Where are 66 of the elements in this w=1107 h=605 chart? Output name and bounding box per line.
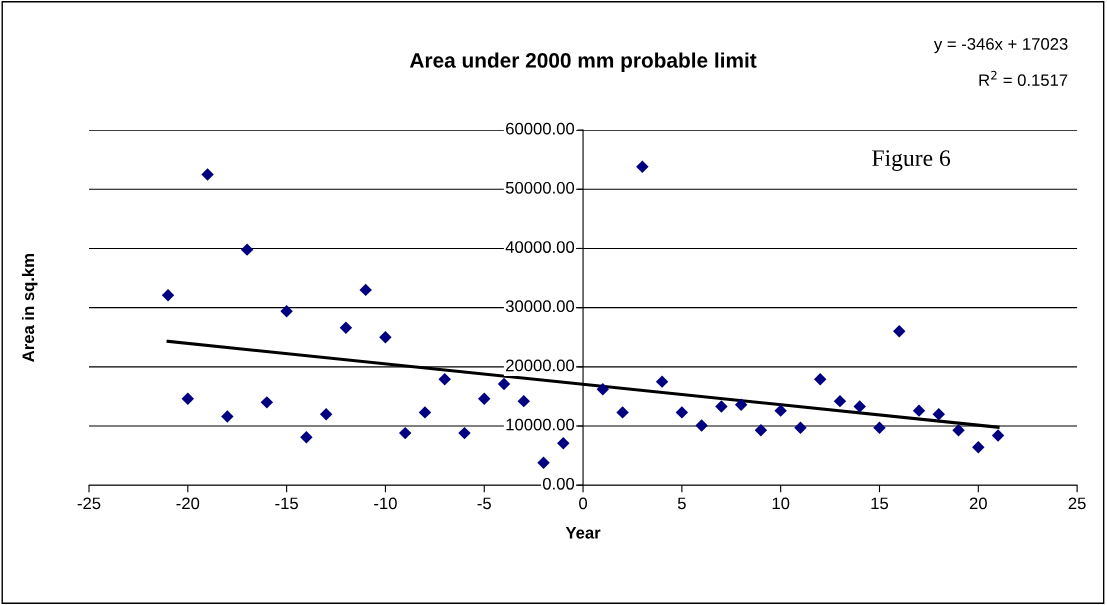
point bbox=[734, 398, 748, 411]
x-tick-label: 10 bbox=[772, 497, 790, 510]
point bbox=[379, 331, 392, 344]
annotation: Figure 6 bbox=[872, 150, 951, 171]
point bbox=[418, 406, 432, 419]
x-tick-label: -10 bbox=[374, 497, 397, 510]
point bbox=[398, 426, 412, 440]
point bbox=[240, 243, 254, 256]
point bbox=[715, 400, 728, 413]
point bbox=[300, 431, 313, 444]
point bbox=[497, 377, 511, 391]
point bbox=[557, 436, 570, 450]
point bbox=[280, 304, 293, 318]
point bbox=[912, 404, 926, 417]
point bbox=[517, 394, 530, 408]
point bbox=[893, 325, 906, 338]
point bbox=[201, 168, 214, 181]
x-axis-title: Year bbox=[565, 527, 601, 539]
point bbox=[537, 456, 550, 469]
x-tick-label: 15 bbox=[871, 497, 889, 510]
y-tick-label: 0.00 bbox=[542, 477, 575, 490]
y-tick-label: 60000.00 bbox=[506, 122, 575, 135]
point bbox=[774, 404, 787, 417]
x-tick-label: 5 bbox=[677, 497, 686, 510]
point bbox=[181, 392, 195, 406]
point bbox=[359, 283, 372, 297]
point bbox=[932, 407, 945, 421]
y-tick-label: 10000.00 bbox=[506, 418, 575, 431]
chart-title: Area under 2000 mm probable limit bbox=[409, 52, 757, 72]
point bbox=[833, 394, 847, 408]
y-tick-label: 20000.00 bbox=[506, 359, 575, 372]
x-tick-label: -20 bbox=[176, 497, 200, 510]
x-tick-label: 20 bbox=[969, 497, 987, 510]
point bbox=[438, 373, 451, 386]
y-tick-label: 50000.00 bbox=[505, 181, 575, 194]
point bbox=[478, 392, 491, 406]
x-tick-label: -5 bbox=[477, 497, 491, 510]
point bbox=[221, 410, 234, 423]
y-tick-label: 40000.00 bbox=[505, 241, 575, 253]
point bbox=[339, 321, 353, 334]
point bbox=[655, 375, 669, 388]
point bbox=[458, 426, 471, 440]
point bbox=[813, 373, 827, 386]
point bbox=[853, 400, 866, 413]
text: y = -346x + 17023 bbox=[933, 38, 1068, 54]
x-tick-label: -15 bbox=[275, 497, 298, 510]
point bbox=[991, 429, 1005, 442]
point bbox=[952, 423, 965, 437]
point bbox=[972, 441, 985, 454]
point bbox=[616, 406, 629, 419]
text: R$^{2}$ = 0.1517 bbox=[979, 70, 1068, 87]
x-tick-label: -25 bbox=[77, 497, 101, 510]
point bbox=[596, 383, 610, 396]
point bbox=[636, 160, 649, 173]
point bbox=[794, 421, 807, 435]
point bbox=[260, 396, 274, 409]
point bbox=[161, 289, 175, 302]
point bbox=[873, 421, 886, 435]
point bbox=[319, 407, 333, 421]
point bbox=[695, 419, 708, 432]
y-axis-title: Area in sq.km bbox=[21, 254, 38, 362]
x-tick-label: 25 bbox=[1068, 497, 1086, 510]
y-tick-label: 30000.00 bbox=[505, 300, 575, 313]
x-tick-label: 0 bbox=[579, 497, 588, 510]
point bbox=[675, 406, 689, 419]
point bbox=[754, 423, 768, 437]
